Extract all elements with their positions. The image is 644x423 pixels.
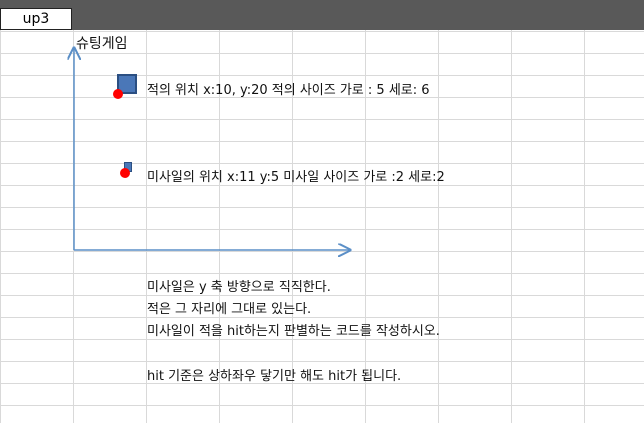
header-bar (0, 0, 644, 30)
origin-marker-icon (120, 168, 130, 178)
cell-reference-box[interactable]: up3 (0, 8, 72, 30)
origin-marker-icon (113, 89, 123, 99)
enemy-info-text: 적의 위치 x:10, y:20 적의 사이즈 가로 : 5 세로: 6 (147, 83, 430, 98)
sheet-title: 슈팅게임 (76, 36, 128, 52)
enemy-square-icon[interactable] (117, 74, 137, 94)
hit-note: hit 기준은 상하좌우 닿기만 해도 hit가 됩니다. (147, 369, 402, 384)
instruction-line-3: 미사일이 적을 hit하는지 판별하는 코드를 작성하시오. (147, 324, 440, 339)
instruction-line-2: 적은 그 자리에 그대로 있는다. (147, 302, 312, 317)
spreadsheet-grid[interactable] (0, 30, 644, 423)
missile-info-text: 미사일의 위치 x:11 y:5 미사일 사이즈 가로 :2 세로:2 (147, 170, 445, 185)
instruction-line-1: 미사일은 y 축 방향으로 직직한다. (147, 280, 331, 295)
